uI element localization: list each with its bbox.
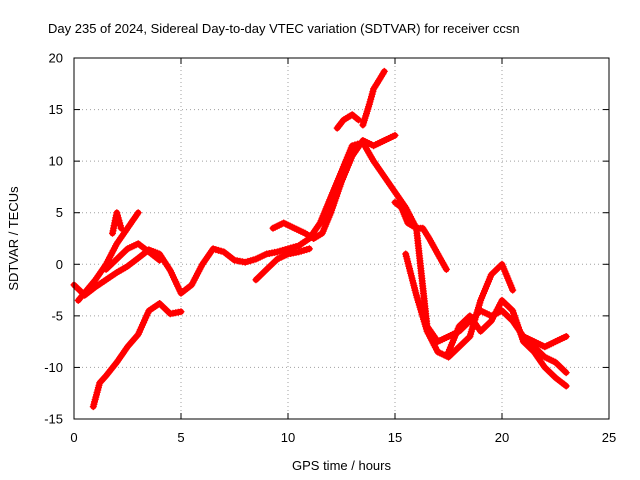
x-tick-label: 10 <box>281 430 295 445</box>
series-markers <box>359 67 388 129</box>
series-markers <box>519 333 570 351</box>
series-markers <box>269 131 399 242</box>
series-trace-12 <box>445 296 570 390</box>
series-markers <box>89 300 185 411</box>
y-tick-label: 20 <box>49 51 63 66</box>
series-trace-7 <box>252 245 313 284</box>
series-line <box>71 139 570 376</box>
x-tick-label: 0 <box>70 430 77 445</box>
grid <box>74 58 609 419</box>
series-markers <box>109 209 125 237</box>
data-series <box>70 67 570 411</box>
series-trace-8 <box>333 111 363 132</box>
plot-frame <box>73 57 610 420</box>
series-trace-6 <box>269 131 399 242</box>
series-trace-4 <box>102 240 164 273</box>
series-markers <box>102 240 164 273</box>
y-tick-label: 10 <box>49 154 63 169</box>
y-tick-label: 15 <box>49 102 63 117</box>
series-markers <box>70 139 570 377</box>
chart-title: Day 235 of 2024, Sidereal Day-to-day VTE… <box>48 21 520 36</box>
series-line <box>90 300 184 410</box>
x-axis-label: GPS time / hours <box>292 458 391 473</box>
series-markers <box>252 245 313 284</box>
y-tick-label: -5 <box>51 308 63 323</box>
series-trace-9 <box>359 67 388 129</box>
series-markers <box>74 209 142 304</box>
y-tick-label: 0 <box>56 257 63 272</box>
x-tick-label: 25 <box>602 430 616 445</box>
series-trace-11 <box>402 250 517 361</box>
y-tick-label: 5 <box>56 205 63 220</box>
series-trace-1 <box>70 139 570 377</box>
series-markers <box>333 111 363 132</box>
series-trace-3 <box>74 209 142 304</box>
x-tick-label: 20 <box>495 430 509 445</box>
series-trace-5 <box>109 209 125 237</box>
series-markers <box>391 198 450 273</box>
y-axis-label: SDTVAR / TECUs <box>6 186 21 291</box>
series-markers <box>445 296 570 390</box>
axis-ticks: 0 5 10 15 20 25 -15 -10 -5 0 5 10 15 20 <box>44 51 616 446</box>
x-tick-label: 15 <box>388 430 402 445</box>
series-trace-13 <box>519 333 570 351</box>
series-markers <box>402 250 517 361</box>
series-trace-2 <box>89 300 185 411</box>
y-tick-label: -15 <box>44 412 63 427</box>
series-trace-10 <box>391 198 450 273</box>
y-tick-label: -10 <box>44 360 63 375</box>
x-tick-label: 5 <box>177 430 184 445</box>
